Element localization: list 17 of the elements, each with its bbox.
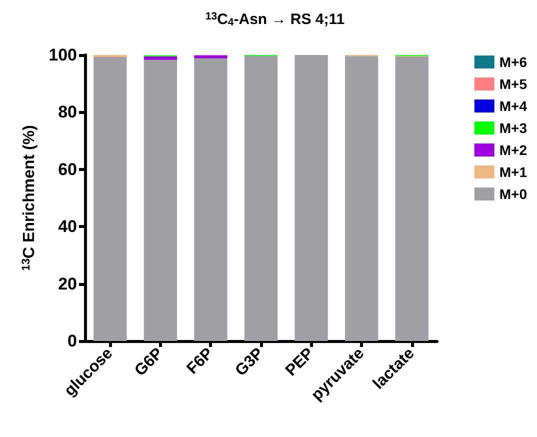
legend-label: M+4 <box>499 98 528 114</box>
x-tick-label: G3P <box>232 344 268 380</box>
y-axis-title: 13C Enrichment (%) <box>20 125 38 271</box>
x-tick-label: F6P <box>184 344 217 378</box>
y-tick-label: 80 <box>58 102 77 122</box>
legend-label: M+2 <box>499 142 528 158</box>
legend-label: M+1 <box>499 164 528 180</box>
y-tick-label: 40 <box>58 217 77 236</box>
legend-label: M+5 <box>499 76 528 92</box>
y-tick-label: 20 <box>58 274 77 294</box>
y-tick-label: 60 <box>58 160 77 179</box>
legend-label: M+3 <box>499 120 528 136</box>
y-tick-label: 0 <box>68 332 77 350</box>
x-tick-label: G6P <box>132 344 167 380</box>
y-tick-label: 100 <box>48 46 77 64</box>
legend-label: M+6 <box>499 54 528 70</box>
legend-label: M+0 <box>499 186 528 202</box>
